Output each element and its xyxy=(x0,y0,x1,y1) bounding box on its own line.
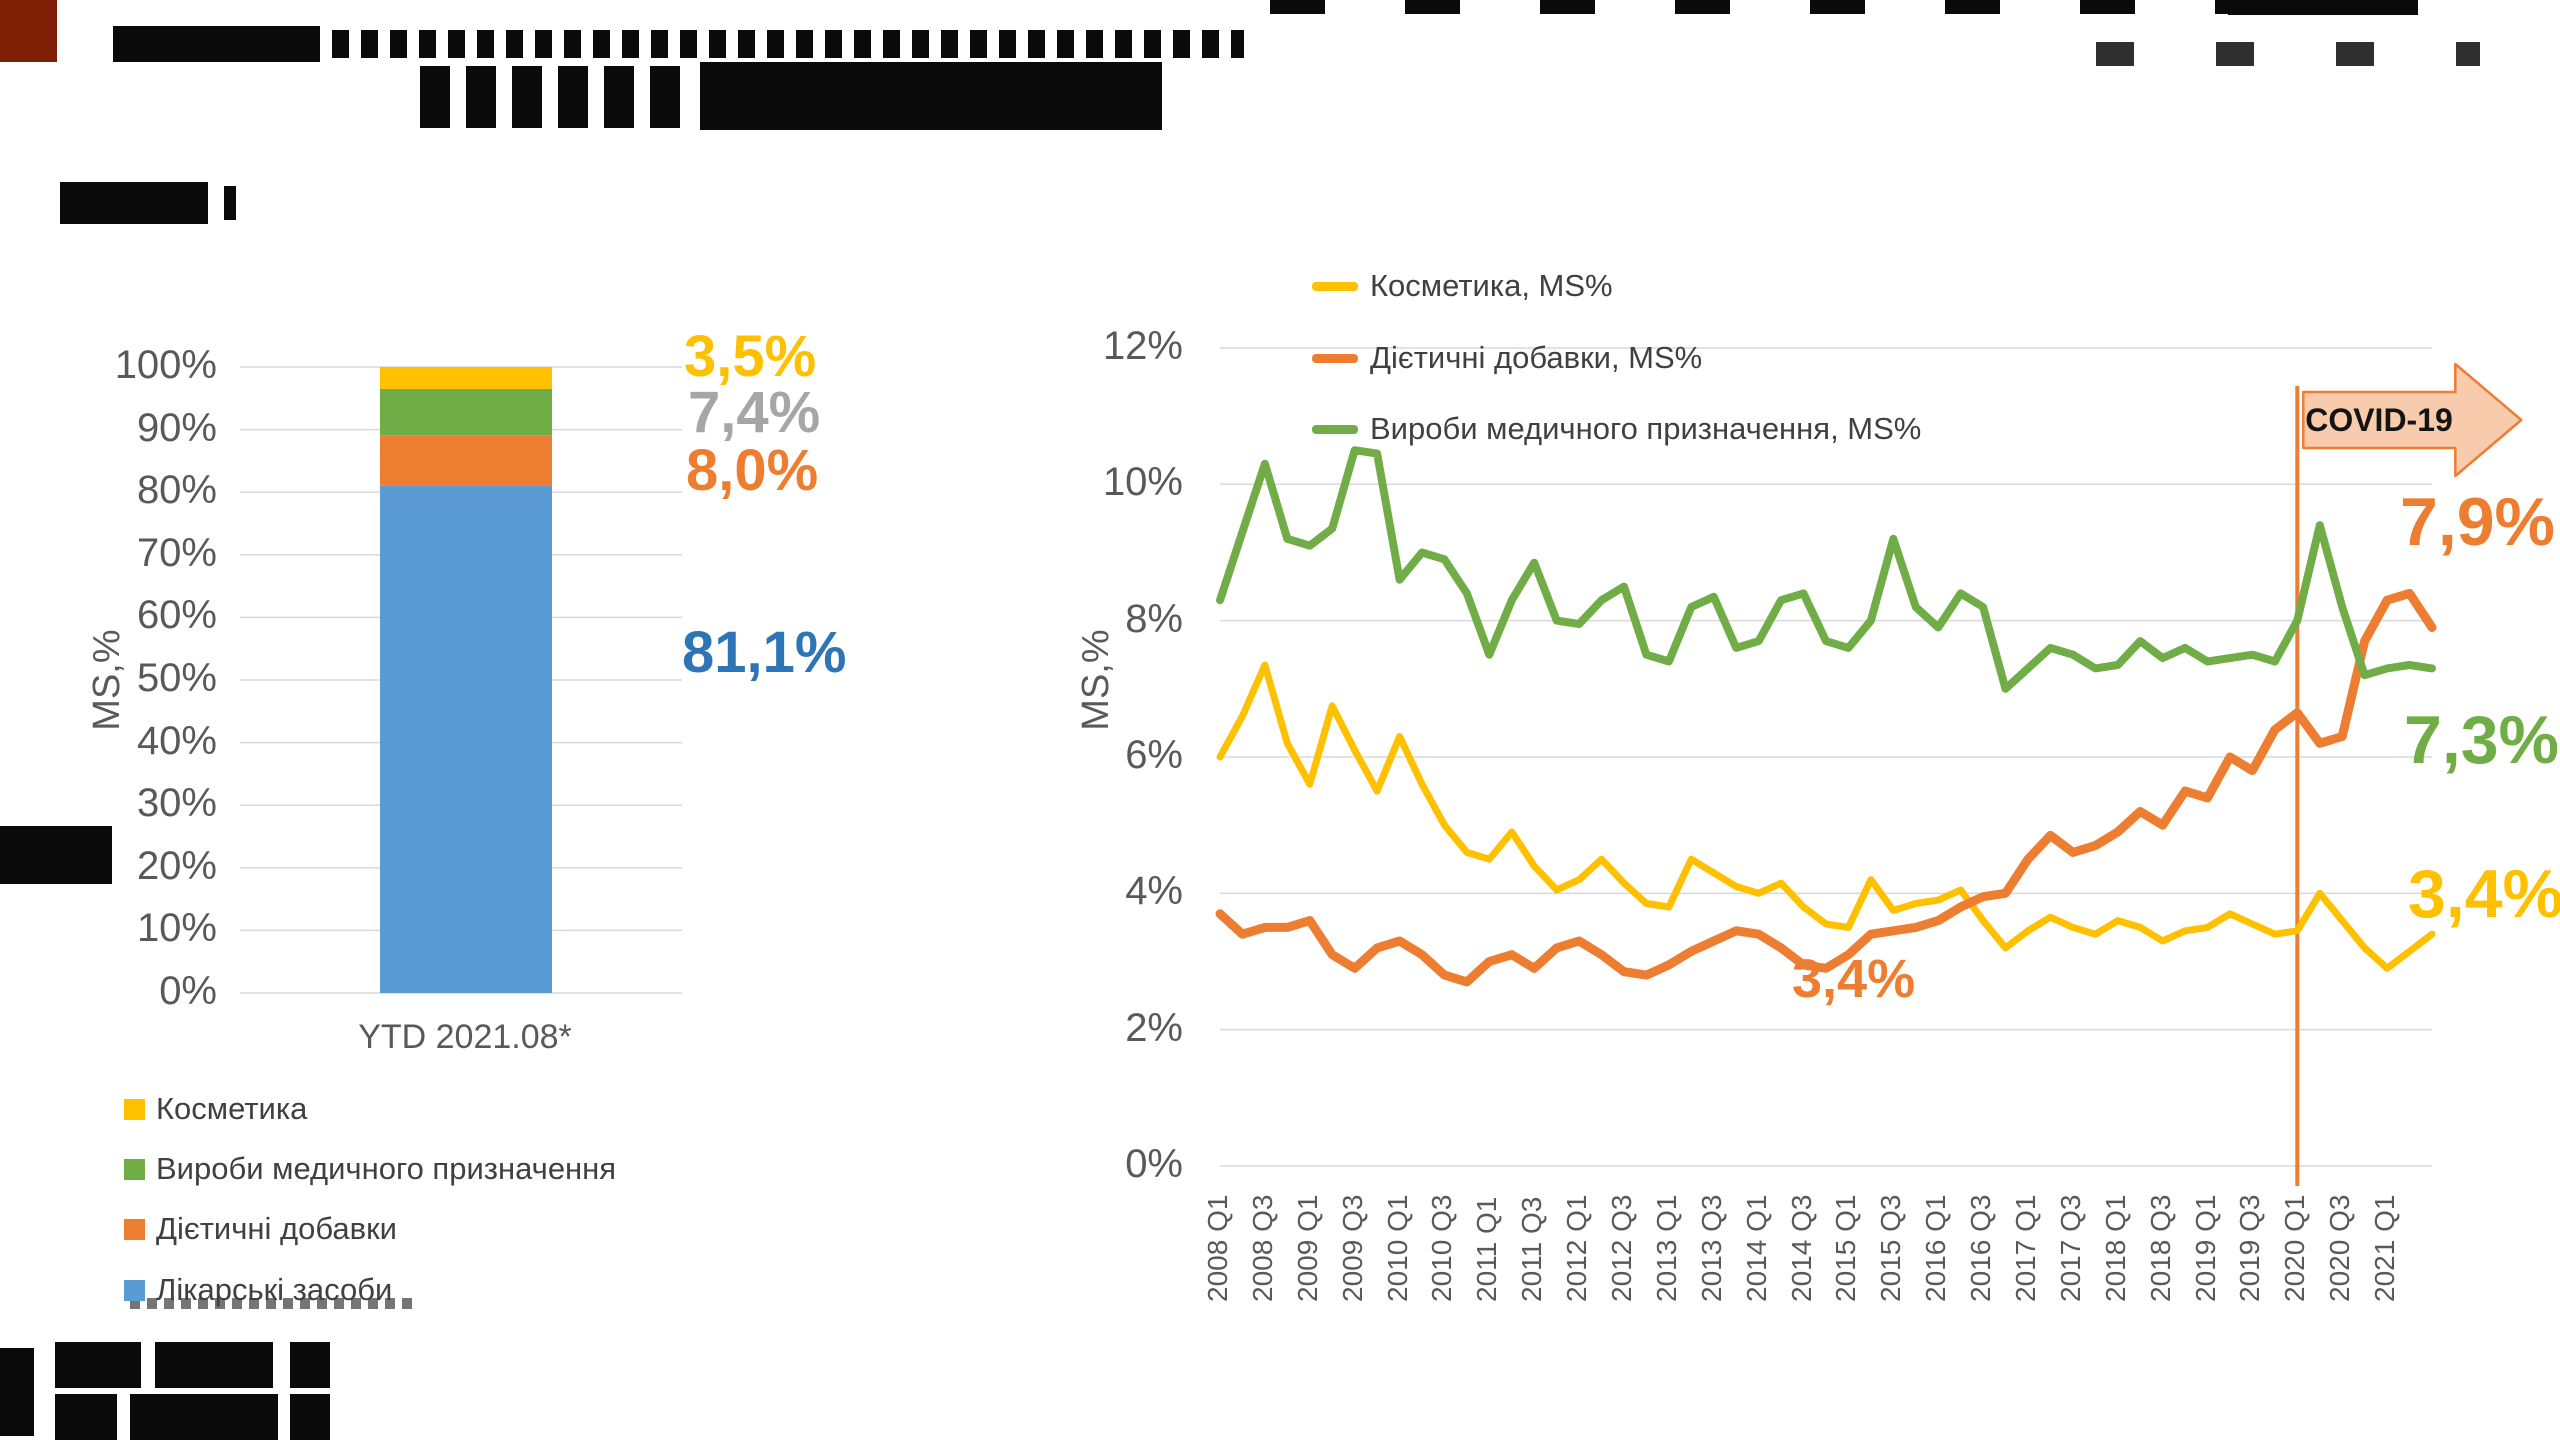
redacted-block xyxy=(0,1348,34,1436)
legend-item: Дієтичні добавки xyxy=(124,1210,397,1248)
redacted-block xyxy=(55,1342,141,1388)
left-y-tick-label: 70% xyxy=(136,530,217,575)
x-tick-label: 2017 Q1 xyxy=(2009,1194,2041,1302)
left-y-tick-label: 100% xyxy=(114,343,217,387)
x-tick-label: 2009 Q1 xyxy=(1291,1194,1323,1302)
left-y-tick-label: 90% xyxy=(136,405,217,450)
x-tick-label: 2011 Q1 xyxy=(1471,1196,1503,1302)
x-tick-label: 2016 Q3 xyxy=(1965,1194,1997,1302)
x-tick-label: 2012 Q1 xyxy=(1561,1194,1593,1302)
redacted-block xyxy=(0,0,57,62)
left-y-tick-label: 80% xyxy=(136,468,217,513)
x-tick-label: 2018 Q1 xyxy=(2099,1194,2131,1302)
left-y-axis-title: MS,% xyxy=(86,629,128,731)
left-y-tick-label: 10% xyxy=(136,906,217,951)
redacted-block xyxy=(224,186,236,220)
series-mid-label: 3,4% xyxy=(1792,949,1916,1009)
x-tick-label: 2016 Q1 xyxy=(1920,1194,1952,1302)
left-x-category-label: YTD 2021.08* xyxy=(358,1018,572,1056)
x-tick-label: 2009 Q3 xyxy=(1336,1194,1368,1302)
right-y-tick-label: 4% xyxy=(1125,869,1183,914)
legend-item: Лікарські засоби xyxy=(124,1271,392,1309)
legend-label: Косметика, MS% xyxy=(1370,268,1613,303)
redacted-block xyxy=(0,826,112,884)
legend-item: Вироби медичного призначення, MS% xyxy=(1312,410,1921,448)
x-tick-label: 2012 Q3 xyxy=(1605,1194,1637,1302)
left-y-tick-label: 0% xyxy=(159,969,217,1013)
legend-swatch xyxy=(124,1158,145,1180)
x-tick-label: 2017 Q3 xyxy=(2054,1194,2086,1302)
redacted-strip xyxy=(2096,42,2480,66)
right-y-tick-label: 8% xyxy=(1125,596,1183,641)
redacted-title-block xyxy=(700,62,1162,130)
x-tick-label: 2008 Q1 xyxy=(1202,1194,1233,1302)
legend-label: Вироби медичного призначення xyxy=(156,1151,617,1186)
series-end-label: 7,3% xyxy=(2404,702,2559,778)
redacted-block xyxy=(55,1394,117,1440)
redacted-block xyxy=(60,182,208,224)
x-tick-label: 2014 Q1 xyxy=(1740,1194,1772,1302)
x-tick-label: 2015 Q3 xyxy=(1875,1194,1907,1302)
x-tick-label: 2014 Q3 xyxy=(1785,1194,1817,1302)
legend-item: Дієтичні добавки, MS% xyxy=(1312,339,1702,377)
x-tick-label: 2021 Q1 xyxy=(2369,1194,2401,1302)
left-y-tick-label: 50% xyxy=(136,656,217,700)
x-tick-label: 2008 Q3 xyxy=(1246,1194,1278,1302)
segment-value-label: 81,1% xyxy=(682,620,847,685)
x-tick-label: 2019 Q1 xyxy=(2189,1194,2221,1302)
left-y-tick-label: 30% xyxy=(136,781,217,826)
legend-label: Лікарські засоби xyxy=(156,1272,393,1307)
redacted-block xyxy=(290,1394,330,1440)
series-end-label: 3,4% xyxy=(2408,856,2560,932)
redacted-block xyxy=(130,1394,278,1440)
legend-swatch xyxy=(124,1279,145,1301)
redacted-block xyxy=(155,1342,273,1388)
x-tick-label: 2013 Q1 xyxy=(1650,1194,1682,1302)
redacted-title-block xyxy=(113,26,320,62)
legend-line-swatch xyxy=(1312,281,1358,291)
right-y-tick-label: 6% xyxy=(1125,732,1183,777)
right-y-tick-label: 0% xyxy=(1125,1142,1183,1186)
left-y-tick-label: 20% xyxy=(136,843,217,888)
legend-item: Косметика, MS% xyxy=(1312,267,1613,305)
legend-label: Косметика xyxy=(156,1091,308,1126)
redacted-title-text xyxy=(332,30,1244,58)
segment-value-label: 7,4% xyxy=(688,380,821,445)
x-tick-label: 2015 Q1 xyxy=(1830,1194,1862,1302)
x-tick-label: 2013 Q3 xyxy=(1695,1194,1727,1302)
right-y-tick-label: 12% xyxy=(1102,323,1183,368)
legend-swatch xyxy=(124,1218,145,1240)
redacted-strip xyxy=(1270,0,2460,14)
segment-value-label: 3,5% xyxy=(684,324,817,389)
covid-arrow-label: COVID-19 xyxy=(2305,401,2453,438)
x-tick-label: 2018 Q3 xyxy=(2144,1194,2176,1302)
legend-item: Косметика xyxy=(124,1090,307,1128)
legend-label: Дієтичні добавки xyxy=(156,1211,397,1246)
legend-swatch xyxy=(124,1098,145,1120)
legend-item: Вироби медичного призначення xyxy=(124,1150,616,1188)
series-end-label: 7,9% xyxy=(2400,484,2555,560)
left-y-tick-label: 40% xyxy=(136,718,217,763)
legend-line-swatch xyxy=(1312,424,1358,434)
redacted-block xyxy=(290,1342,330,1388)
x-tick-label: 2010 Q1 xyxy=(1381,1194,1413,1302)
legend-line-swatch xyxy=(1312,353,1358,363)
x-tick-label: 2019 Q3 xyxy=(2234,1194,2266,1302)
right-y-tick-label: 2% xyxy=(1125,1005,1183,1050)
legend-label: Вироби медичного призначення, MS% xyxy=(1370,411,1922,446)
redacted-footnote xyxy=(130,1298,416,1309)
x-tick-label: 2011 Q3 xyxy=(1516,1196,1548,1302)
x-tick-label: 2010 Q3 xyxy=(1426,1194,1458,1302)
legend-label: Дієтичні добавки, MS% xyxy=(1370,340,1703,375)
redacted-strip xyxy=(2228,0,2418,15)
segment-value-label: 8,0% xyxy=(686,438,819,503)
left-y-tick-label: 60% xyxy=(136,593,217,638)
redacted-title-text xyxy=(420,66,688,128)
x-tick-label: 2020 Q3 xyxy=(2324,1194,2356,1302)
right-y-axis-title: MS,% xyxy=(1075,629,1117,731)
x-tick-label: 2020 Q1 xyxy=(2279,1194,2311,1302)
right-y-tick-label: 10% xyxy=(1102,460,1183,505)
